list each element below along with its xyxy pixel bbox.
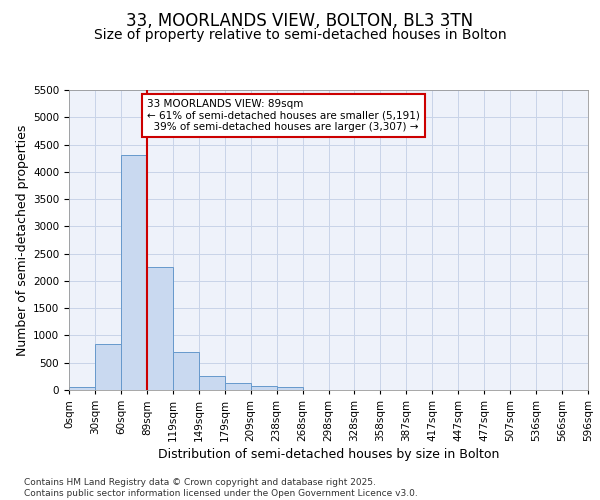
Text: Contains HM Land Registry data © Crown copyright and database right 2025.
Contai: Contains HM Land Registry data © Crown c… bbox=[24, 478, 418, 498]
Bar bbox=[251, 386, 277, 390]
Bar bbox=[199, 376, 224, 390]
Bar bbox=[277, 386, 302, 390]
Bar bbox=[147, 268, 173, 390]
Bar bbox=[95, 344, 121, 390]
Text: 33, MOORLANDS VIEW, BOLTON, BL3 3TN: 33, MOORLANDS VIEW, BOLTON, BL3 3TN bbox=[127, 12, 473, 30]
X-axis label: Distribution of semi-detached houses by size in Bolton: Distribution of semi-detached houses by … bbox=[158, 448, 499, 461]
Bar bbox=[173, 352, 199, 390]
Bar bbox=[69, 388, 95, 390]
Text: 33 MOORLANDS VIEW: 89sqm
← 61% of semi-detached houses are smaller (5,191)
  39%: 33 MOORLANDS VIEW: 89sqm ← 61% of semi-d… bbox=[147, 99, 420, 132]
Bar bbox=[225, 384, 251, 390]
Bar bbox=[121, 156, 147, 390]
Y-axis label: Number of semi-detached properties: Number of semi-detached properties bbox=[16, 124, 29, 356]
Text: Size of property relative to semi-detached houses in Bolton: Size of property relative to semi-detach… bbox=[94, 28, 506, 42]
